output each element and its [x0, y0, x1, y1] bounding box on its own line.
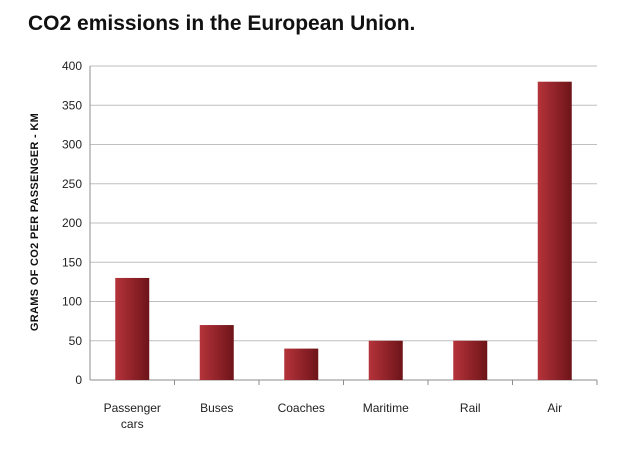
x-tick-label: Air — [547, 401, 562, 415]
bar — [284, 348, 319, 380]
x-tick-label: Maritime — [363, 401, 409, 415]
y-tick-label: 400 — [62, 59, 82, 73]
chart-title: CO2 emissions in the European Union. — [28, 12, 416, 35]
y-tick-label: 200 — [62, 216, 82, 230]
y-tick-label: 350 — [62, 98, 82, 112]
y-tick-label: 150 — [62, 255, 82, 269]
bar — [115, 277, 150, 380]
bar — [368, 340, 403, 380]
y-tick-label: 0 — [75, 373, 82, 387]
bar — [537, 81, 572, 380]
bars — [115, 81, 572, 380]
bar — [199, 325, 234, 380]
y-tick-label: 250 — [62, 177, 82, 191]
x-tick-label: Coaches — [278, 401, 325, 415]
y-tick-labels: 0 50 100 150 200 250 300 350 400 — [62, 59, 82, 387]
gridlines — [90, 65, 597, 342]
x-tick-label: Rail — [460, 401, 481, 415]
x-tick-label: Buses — [200, 401, 233, 415]
y-tick-label: 50 — [69, 334, 83, 348]
y-axis-title: GRAMS OF CO2 PER PASSENGER - KM — [29, 113, 41, 331]
y-tick-label: 100 — [62, 295, 82, 309]
bar — [453, 340, 488, 380]
x-tick-labels: Passenger cars Buses Coaches Maritime Rail Air — [104, 401, 563, 431]
axes — [89, 66, 598, 385]
y-tick-label: 300 — [62, 138, 82, 152]
x-tick-label: Passenger cars — [104, 401, 161, 431]
